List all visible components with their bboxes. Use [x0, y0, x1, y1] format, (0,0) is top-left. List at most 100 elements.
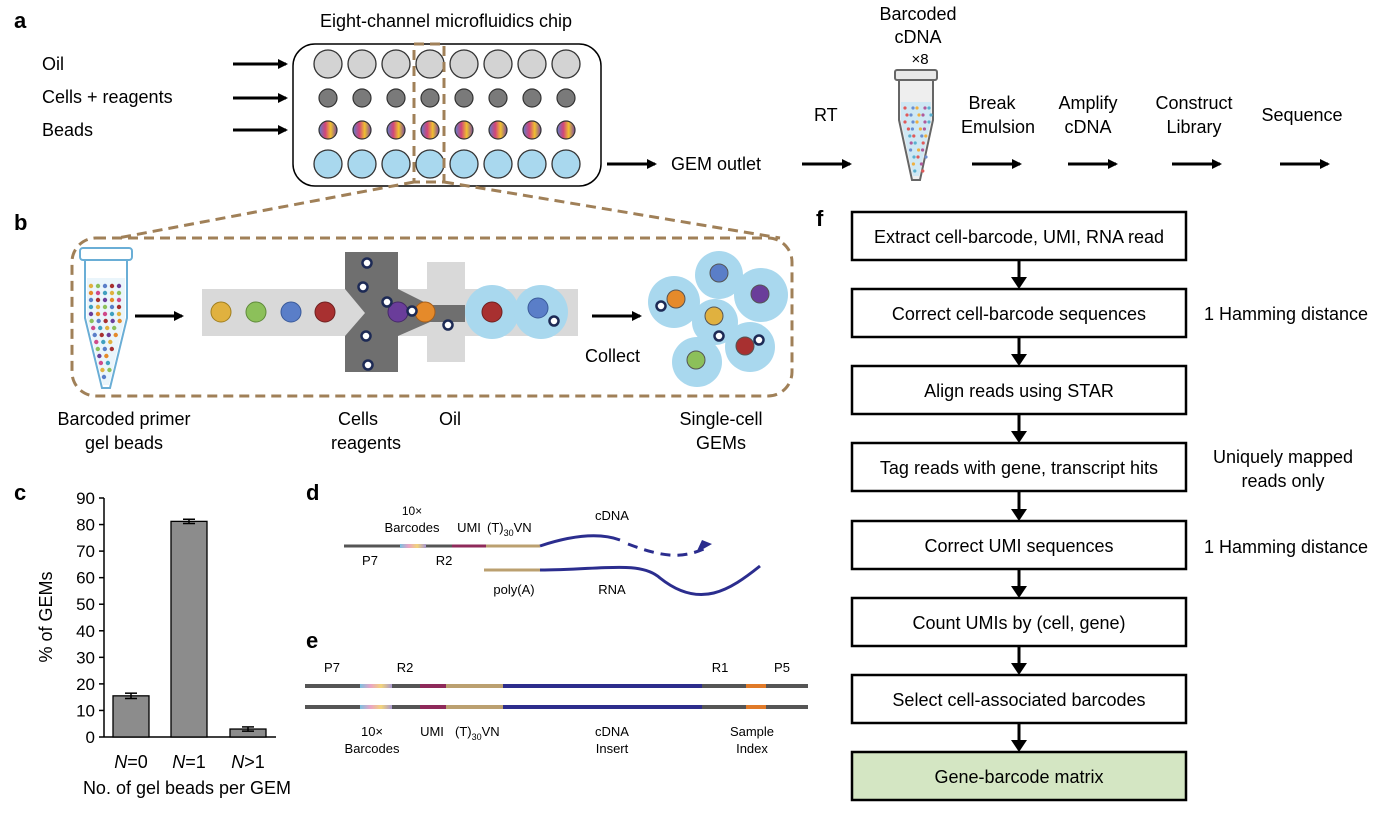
- d-rna-label: RNA: [598, 582, 626, 597]
- gel-bead-dot: [110, 318, 115, 324]
- sample-index-segment: [746, 684, 766, 688]
- y-tick-label: 40: [76, 622, 95, 641]
- panel-letter-d: d: [306, 480, 319, 505]
- label-oil: Oil: [439, 409, 461, 429]
- chip-well-oil: [551, 49, 581, 79]
- chart-y-label: % of GEMs: [36, 571, 56, 662]
- microfluidics-chip: [292, 43, 602, 187]
- chip-well-cells: [488, 88, 508, 108]
- zoom-line-right: [443, 180, 781, 240]
- gel-bead-tube-contents: [88, 283, 122, 380]
- cell: [362, 359, 374, 371]
- step-amplify-line1: Amplify: [1058, 93, 1117, 113]
- d-cdna-label: cDNA: [595, 508, 629, 523]
- pipeline-step-label: Correct UMI sequences: [924, 536, 1113, 556]
- cdna-dot: [921, 113, 925, 117]
- pipeline-step-box: [850, 596, 1188, 648]
- cell: [360, 330, 372, 342]
- input-label-oil: Oil: [42, 54, 64, 74]
- input-label-cells: Cells + reagents: [42, 87, 173, 107]
- d-barcodes-line1: 10×: [402, 504, 422, 518]
- label-gems-line2: GEMs: [696, 433, 746, 453]
- cdna-dot: [911, 120, 915, 124]
- y-tick-label: 20: [76, 675, 95, 694]
- gel-bead-dot: [116, 304, 122, 310]
- e-barcodes-line1: 10×: [361, 724, 383, 739]
- chip-well-beads: [318, 120, 338, 140]
- chip-well-beads: [352, 120, 372, 140]
- gem-bead: [686, 350, 706, 370]
- panel-e: P7 R2 R1 P5 10× Barcodes UMI (T)30VN cDN…: [305, 660, 808, 756]
- cdna-dot: [915, 120, 919, 124]
- gel-bead-dot: [102, 304, 108, 310]
- gem-bead: [704, 306, 724, 326]
- gel-bead-dot: [89, 318, 94, 324]
- bar-chart: % of GEMs No. of gel beads per GEM 0 10 20…: [36, 489, 291, 798]
- e-polyt-label: (T)30VN: [455, 724, 500, 742]
- umi-segment: [420, 705, 446, 709]
- gel-bead-dot: [109, 346, 115, 352]
- panel-letter-c: c: [14, 480, 26, 505]
- cdna-dot: [903, 120, 907, 124]
- pipeline-step-label: Count UMIs by (cell, gene): [912, 613, 1125, 633]
- pipeline-step-box: [850, 750, 1188, 802]
- chip-well-gem: [449, 149, 479, 179]
- cell: [357, 281, 369, 293]
- pipeline-step-label: Correct cell-barcode sequences: [892, 304, 1146, 324]
- pipeline-step-box: [850, 673, 1188, 725]
- pipeline-step-box: [850, 441, 1188, 493]
- zoom-outline-box: [70, 236, 794, 398]
- gel-bead-dot: [109, 283, 115, 289]
- tube-label-line1: Barcoded: [879, 4, 956, 24]
- label-cells-line1: Cells: [338, 409, 378, 429]
- e-p7-label: P7: [324, 660, 340, 675]
- pipeline-step-label: Align reads using STAR: [924, 381, 1114, 401]
- d-r2-label: R2: [436, 553, 453, 568]
- x-tick-label: N=0: [114, 752, 148, 772]
- y-tick-label: 60: [76, 569, 95, 588]
- chip-well-oil: [483, 49, 513, 79]
- gel-bead-dot: [98, 360, 104, 366]
- rt-label: RT: [814, 105, 838, 125]
- chip-well-beads: [522, 120, 542, 140]
- d-rna-strand: [539, 564, 761, 596]
- gel-bead-dot: [105, 360, 111, 366]
- panel-letter-e: e: [306, 628, 318, 653]
- gel-bead-dot: [116, 311, 122, 317]
- tube-label-line2: cDNA: [894, 27, 941, 47]
- cdna-dot: [913, 141, 917, 145]
- d-umi-label: UMI: [457, 520, 481, 535]
- cdna-dot: [912, 155, 916, 159]
- e-p5-label: P5: [774, 660, 790, 675]
- zoom-line-left: [117, 180, 415, 240]
- gel-bead-dot: [102, 311, 108, 317]
- chart-x-label: No. of gel beads per GEM: [83, 778, 291, 798]
- channel-bead-blue: [280, 301, 302, 323]
- chip-wells: [313, 49, 581, 179]
- gel-bead-dot: [91, 325, 96, 331]
- panel-letter-f: f: [816, 206, 824, 231]
- pipeline-step-label: Gene-barcode matrix: [934, 767, 1103, 787]
- pipeline-step-label: Extract cell-barcode, UMI, RNA read: [874, 227, 1164, 247]
- x-tick-value: =0: [127, 752, 148, 772]
- gem-bead: [735, 336, 755, 356]
- polyt-segment: [446, 684, 503, 688]
- pipeline-step-box: [850, 364, 1188, 416]
- barcode-segment: [360, 705, 392, 709]
- gel-bead-dot: [109, 290, 115, 296]
- pipeline-arrow-head: [1011, 431, 1027, 443]
- d-p7-label: P7: [362, 553, 378, 568]
- chip-well-oil: [381, 49, 411, 79]
- gel-bead-dot: [117, 318, 122, 324]
- gel-bead-dot: [108, 339, 113, 345]
- tube-multiplier: ×8: [911, 51, 928, 68]
- chip-well-cells: [556, 88, 576, 108]
- cell: [381, 296, 393, 308]
- cdna-dot: [927, 120, 931, 124]
- panel-b: Collect Barcoded primer gel beads Cells …: [57, 180, 794, 453]
- cdna-insert-segment: [503, 705, 702, 709]
- umi-segment: [420, 684, 446, 688]
- gel-bead-dot: [88, 290, 94, 296]
- cdna-dot: [915, 106, 919, 110]
- chip-well-gem: [551, 149, 581, 179]
